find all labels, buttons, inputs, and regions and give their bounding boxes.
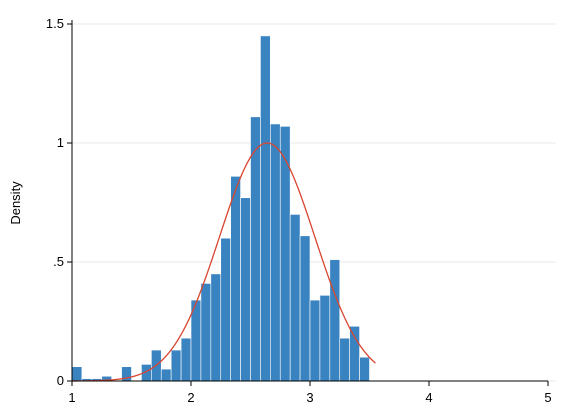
y-tick-label: 1.5: [46, 16, 64, 31]
histogram-bar: [71, 366, 83, 382]
histogram-bar: [230, 176, 241, 382]
histogram-bar: [160, 368, 172, 382]
x-tick-label: 2: [187, 390, 194, 405]
histogram-bar: [270, 123, 281, 382]
histogram-bar: [299, 235, 311, 382]
y-tick-label: 1: [57, 135, 64, 150]
histogram-bar: [220, 237, 231, 382]
histogram-bar: [240, 197, 251, 382]
x-tick-label: 4: [425, 390, 432, 405]
x-tick-label: 1: [68, 390, 75, 405]
histogram-bar: [180, 337, 192, 382]
histogram-bar: [250, 116, 261, 382]
histogram-bar: [339, 337, 350, 382]
histogram-bar: [289, 214, 301, 382]
y-axis-title: Density: [8, 181, 23, 225]
histogram-bar: [319, 295, 331, 382]
histogram-bar: [170, 349, 182, 382]
histogram-bars: [71, 35, 370, 382]
histogram-bar: [349, 325, 360, 382]
axes: 0 .5 1 1.5 1 2 3 4 5: [46, 16, 552, 405]
x-tick-label: 5: [544, 390, 551, 405]
y-tick-label: .5: [53, 254, 64, 269]
histogram-bar: [279, 126, 291, 382]
y-tick-label: 0: [57, 373, 64, 388]
histogram-bar: [309, 299, 321, 382]
histogram-bar: [260, 35, 271, 382]
histogram-bar: [200, 283, 212, 382]
histogram-bar: [210, 273, 222, 382]
normal-density-curve: [71, 142, 376, 382]
histogram-bar: [329, 259, 341, 382]
x-tick-label: 3: [306, 390, 313, 405]
histogram-bar: [359, 356, 370, 382]
